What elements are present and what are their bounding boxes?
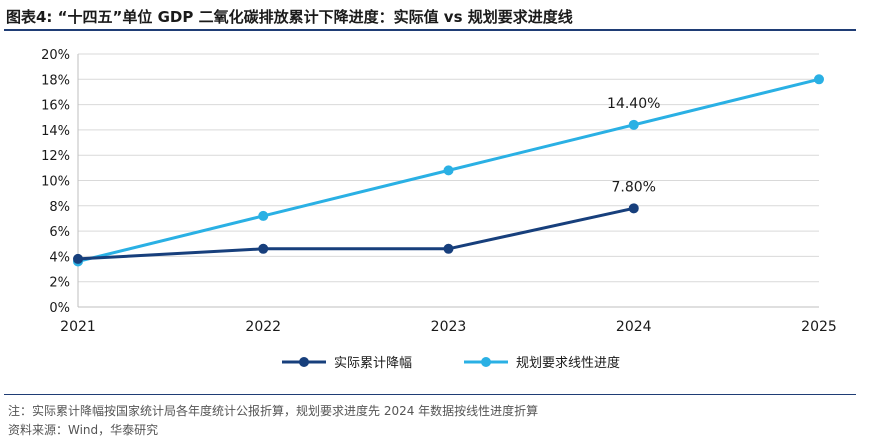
legend-swatch-marker xyxy=(481,357,491,367)
y-tick-label: 2% xyxy=(49,276,70,291)
x-tick-label: 2021 xyxy=(60,319,96,335)
y-tick-label: 16% xyxy=(41,99,70,114)
y-tick-label: 0% xyxy=(49,301,70,316)
series-line xyxy=(77,206,635,261)
title-bar: 图表4: “十四五”单位 GDP 二氧化碳排放累计下降进度：实际值 vs 规划要… xyxy=(0,0,870,31)
chart-title: 图表4: “十四五”单位 GDP 二氧化碳排放累计下降进度：实际值 vs 规划要… xyxy=(6,8,573,26)
y-tick-label: 8% xyxy=(49,200,70,215)
legend-label: 规划要求线性进度 xyxy=(516,355,620,371)
x-tick-label: 2023 xyxy=(431,319,467,335)
y-tick-label: 18% xyxy=(41,73,70,88)
y-tick-label: 10% xyxy=(41,175,70,190)
title-divider xyxy=(4,29,856,31)
series xyxy=(73,74,824,267)
y-tick-label: 20% xyxy=(41,48,70,63)
data-label: 7.80% xyxy=(612,179,656,195)
data-point xyxy=(258,210,269,221)
legend: 实际累计降幅 规划要求线性进度 xyxy=(282,355,620,371)
axes: 0% 2% 4% 6% 8% 10% 12% 14% 16% 18% 20% 2021 2022 2023… xyxy=(41,48,837,335)
data-point xyxy=(443,243,454,254)
source-note: 资料来源：Wind，华泰研究 xyxy=(8,423,159,437)
x-tick-label: 2025 xyxy=(801,319,837,335)
y-tick-label: 12% xyxy=(41,149,70,164)
data-point xyxy=(628,203,639,214)
data-point xyxy=(628,119,639,130)
data-point xyxy=(814,74,824,85)
y-tick-label: 14% xyxy=(41,124,70,139)
data-label: 14.40% xyxy=(607,96,660,112)
x-tick-label: 2022 xyxy=(245,319,281,335)
x-tick-label: 2024 xyxy=(616,319,652,335)
legend-label: 实际累计降幅 xyxy=(334,356,412,371)
data-labels: 14.40% 7.80% xyxy=(607,96,660,195)
y-tick-label: 4% xyxy=(49,250,70,265)
data-point xyxy=(443,165,454,176)
footnote: 注：实际累计降幅按国家统计局各年度统计公报折算，规划要求进度先 2024 年数据… xyxy=(8,404,539,418)
legend-swatch-marker xyxy=(299,357,309,367)
y-tick-label: 6% xyxy=(49,225,70,240)
line-chart: 0% 2% 4% 6% 8% 10% 12% 14% 16% 18% 20% 2021 2022 2023… xyxy=(41,48,837,371)
data-point xyxy=(258,243,269,254)
data-point xyxy=(73,253,83,264)
footer-divider xyxy=(4,394,856,395)
